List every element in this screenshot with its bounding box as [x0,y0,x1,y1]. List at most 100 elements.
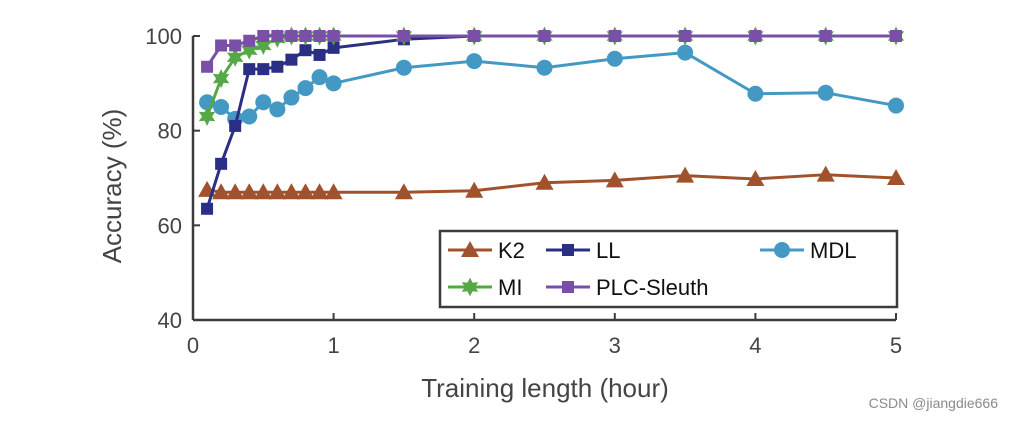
data-point-plc-sleuth [679,30,692,42]
data-point-plc-sleuth [243,34,256,47]
data-point-plc-sleuth [468,30,481,42]
data-point-plc-sleuth [538,30,551,42]
watermark-text: CSDN @jiangdie666 [869,395,999,411]
y-axis-label: Accuracy (%) [97,109,127,264]
x-tick-label: 3 [609,333,621,358]
data-point-k2 [816,165,835,182]
data-point-mdl [241,108,258,125]
legend-marker-mi [461,277,479,297]
legend-entry-mi: MI [448,275,522,300]
legend-label-k2: K2 [498,238,525,263]
data-point-mdl [677,44,694,61]
y-tick-label: 60 [158,213,182,238]
series-plc-sleuth [201,30,902,73]
x-tick-label: 5 [890,333,902,358]
legend-entry-ll: LL [546,238,620,263]
legend-label-mi: MI [498,275,522,300]
x-tick-label: 1 [327,333,339,358]
data-point-k2 [310,183,329,200]
y-tick-label: 40 [158,308,182,333]
data-point-k2 [887,169,905,185]
data-point-plc-sleuth [285,30,298,42]
x-tick-label: 2 [468,333,480,358]
data-point-k2 [676,166,695,183]
series-mdl [199,44,904,127]
legend-entry-plc-sleuth: PLC-Sleuth [546,275,709,300]
legend-box [438,229,899,309]
data-point-k2 [254,183,273,200]
data-point-mdl [283,89,300,106]
data-point-plc-sleuth [299,30,312,42]
data-point-ll [257,63,270,76]
data-point-k2 [240,183,259,200]
data-point-mi [255,35,272,55]
data-point-ll [229,119,242,132]
y-tick-label: 100 [145,24,182,49]
data-point-ll [327,41,340,54]
data-point-mi [241,40,258,60]
data-point-mdl [269,101,286,118]
data-point-ll [299,44,312,57]
data-point-plc-sleuth [749,30,762,42]
data-point-mdl [395,59,412,76]
series-layer [198,26,905,215]
legend-entry-mdl: MDL [760,238,856,263]
legend-label-ll: LL [596,238,620,263]
data-point-k2 [605,171,624,188]
data-point-k2 [465,181,484,198]
data-point-mdl [466,53,483,70]
data-point-mdl [817,84,834,101]
data-point-mi [212,69,230,89]
data-point-k2 [296,183,315,200]
data-point-mdl [311,69,328,86]
data-point-k2 [746,169,765,186]
legend-entry-k2: K2 [448,238,525,263]
data-point-mi [198,106,216,126]
data-point-k2 [212,183,231,200]
legend-marker-k2 [461,241,479,257]
data-point-ll [243,63,256,76]
data-point-plc-sleuth [257,30,270,42]
data-point-mdl [213,99,230,115]
data-point-plc-sleuth [890,30,902,42]
legend: K2 LL MDL MI PLC-Sleuth [438,229,899,309]
data-point-plc-sleuth [229,39,242,52]
legend-marker-ll [562,244,574,256]
data-point-mdl [536,59,553,76]
data-point-mdl [325,75,342,92]
data-point-mi [226,47,244,67]
legend-marker-plc-sleuth [562,281,574,293]
data-point-plc-sleuth [313,30,326,42]
data-point-plc-sleuth [819,30,832,42]
legend-label-mdl: MDL [810,238,856,263]
x-tick-label: 0 [187,333,199,358]
data-point-k2 [324,183,343,200]
y-tick-label: 80 [158,119,182,144]
data-point-ll [201,202,214,215]
data-point-k2 [535,173,554,190]
data-point-mdl [255,94,272,111]
data-point-mdl [747,85,764,102]
data-point-k2 [268,183,287,200]
data-point-plc-sleuth [397,30,410,42]
data-point-k2 [226,183,245,200]
data-point-plc-sleuth [327,30,340,42]
data-point-k2 [394,183,413,200]
data-point-plc-sleuth [215,39,228,52]
x-axis-label: Training length (hour) [421,373,669,403]
data-point-ll [215,157,228,170]
data-point-plc-sleuth [608,30,621,42]
series-k2 [198,165,905,200]
data-point-ll [285,53,298,66]
axes: 0 1 2 3 4 5 40 60 80 100 [145,24,902,358]
legend-label-plc-sleuth: PLC-Sleuth [596,275,709,300]
data-point-mdl [888,97,904,114]
data-point-k2 [282,183,301,200]
data-point-mdl [297,80,314,97]
data-point-ll [313,48,326,61]
legend-marker-mdl [774,242,790,258]
data-point-plc-sleuth [271,30,284,42]
data-point-ll [271,60,284,73]
x-tick-label: 4 [749,333,761,358]
